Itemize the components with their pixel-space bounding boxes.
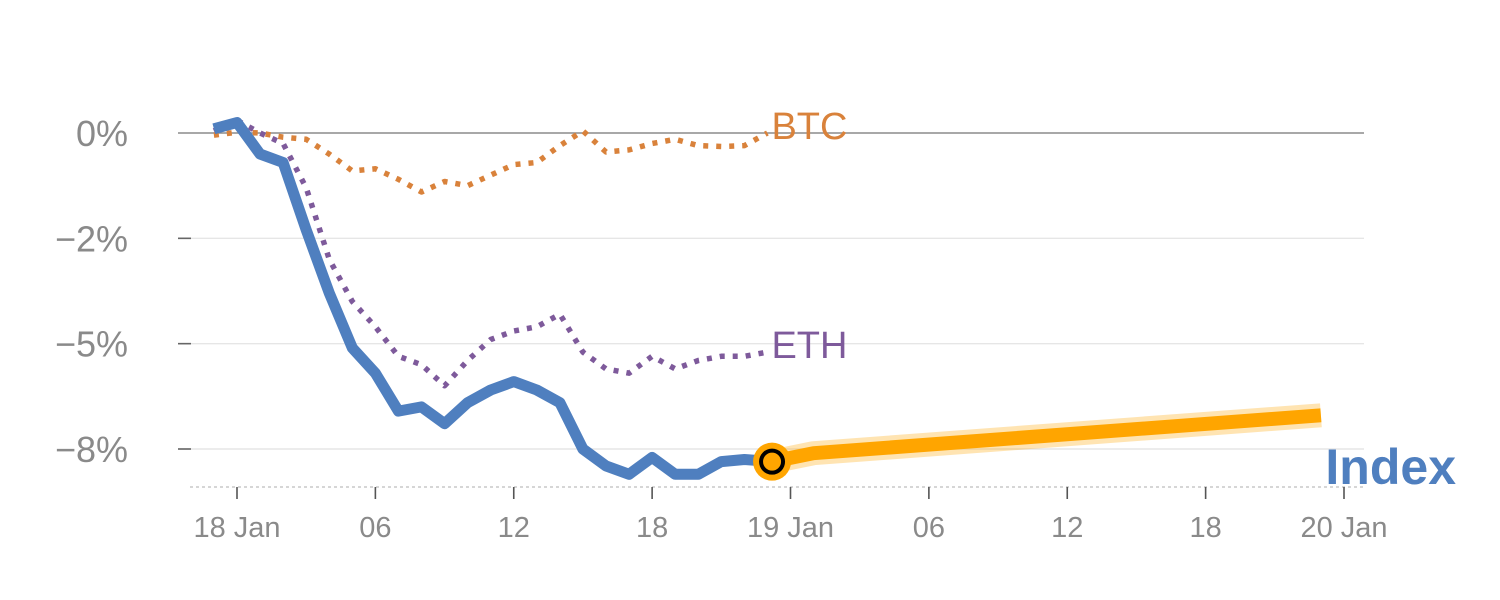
series-label-eth: ETH — [771, 325, 847, 367]
x-tick-label-6: 12 — [1051, 512, 1083, 544]
series-line-btc — [213, 128, 769, 195]
y-tick-label-2: −2% — [55, 218, 128, 259]
series-line-index — [212, 117, 773, 480]
x-tick-label-1: 06 — [359, 512, 391, 544]
series-label-index: Index — [1325, 439, 1456, 495]
markers — [753, 442, 792, 481]
grid — [178, 132, 1364, 450]
y-tick-label-5: −5% — [55, 324, 128, 365]
series-label-btc: BTC — [771, 106, 847, 148]
x-tick-label-2: 12 — [498, 512, 530, 544]
series-lines — [212, 117, 1322, 480]
y-tick-label-8: −8% — [55, 429, 128, 470]
x-tick-label-8: 20 Jan — [1300, 512, 1387, 544]
current-point-marker — [759, 448, 786, 475]
x-tick-label-5: 06 — [913, 512, 945, 544]
axes: 0% −2% −5% −8% 18 Jan 06 12 18 19 Jan 06 12 18 20 Ja… — [55, 113, 1388, 544]
x-tick-label-4: 19 Jan — [747, 512, 834, 544]
y-tick-label-0: 0% — [76, 113, 128, 154]
labels: BTC ETH Index — [771, 106, 1456, 495]
series-line-eth — [212, 117, 768, 389]
x-tick-label-0: 18 Jan — [193, 512, 280, 544]
x-tick-label-3: 18 — [636, 512, 668, 544]
x-tick-label-7: 18 — [1189, 512, 1221, 544]
